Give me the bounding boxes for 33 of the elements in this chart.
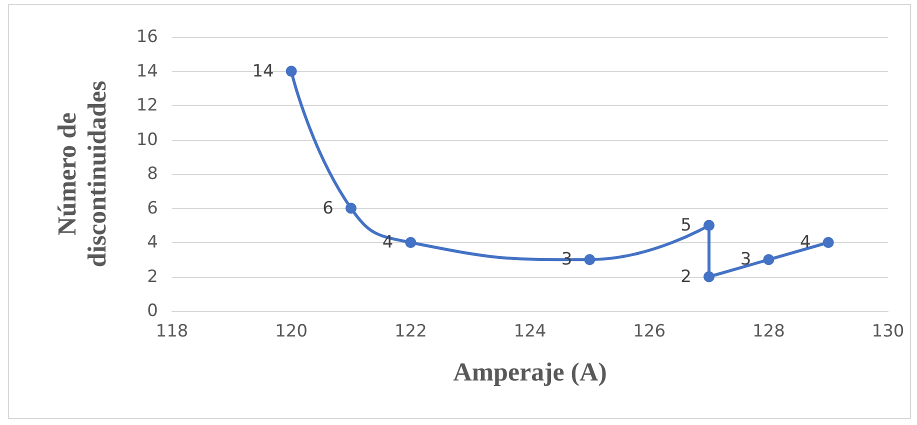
y-tick-label: 0 bbox=[147, 301, 158, 321]
y-tick-label: 12 bbox=[136, 96, 158, 116]
x-tick-label: 128 bbox=[752, 322, 785, 342]
point bbox=[704, 271, 714, 282]
point bbox=[346, 202, 356, 214]
y-tick-label: 16 bbox=[136, 27, 158, 47]
data-label: 4 bbox=[800, 232, 811, 252]
x-tick-label: 122 bbox=[394, 322, 427, 342]
y-tick-label: 8 bbox=[147, 164, 158, 184]
point bbox=[822, 237, 834, 248]
x-tick-label: 130 bbox=[872, 322, 904, 342]
x-axis-title: Amperaje (A) bbox=[453, 358, 607, 386]
point bbox=[405, 237, 416, 248]
data-label: 5 bbox=[680, 215, 692, 236]
y-axis-title: Número de discontinuidades bbox=[52, 80, 112, 268]
y-tick-label: 14 bbox=[136, 61, 158, 82]
data-label: 3 bbox=[740, 250, 752, 270]
x-tick-label: 126 bbox=[633, 322, 666, 342]
point bbox=[286, 66, 297, 77]
y-tick-label: 6 bbox=[147, 198, 158, 218]
data-label: 4 bbox=[382, 232, 394, 252]
data-label: 6 bbox=[322, 198, 334, 218]
x-tick-label: 124 bbox=[514, 322, 546, 342]
data-label: 2 bbox=[680, 266, 692, 287]
point bbox=[704, 220, 714, 231]
y-tick-label: 10 bbox=[136, 130, 158, 150]
x-tick-label: 118 bbox=[156, 322, 188, 342]
data-label: 14 bbox=[252, 61, 274, 82]
point bbox=[584, 254, 596, 266]
x-tick-label: 120 bbox=[275, 322, 308, 342]
point bbox=[763, 254, 774, 266]
y-tick-label: 2 bbox=[147, 266, 158, 287]
y-tick-label: 4 bbox=[147, 232, 158, 252]
